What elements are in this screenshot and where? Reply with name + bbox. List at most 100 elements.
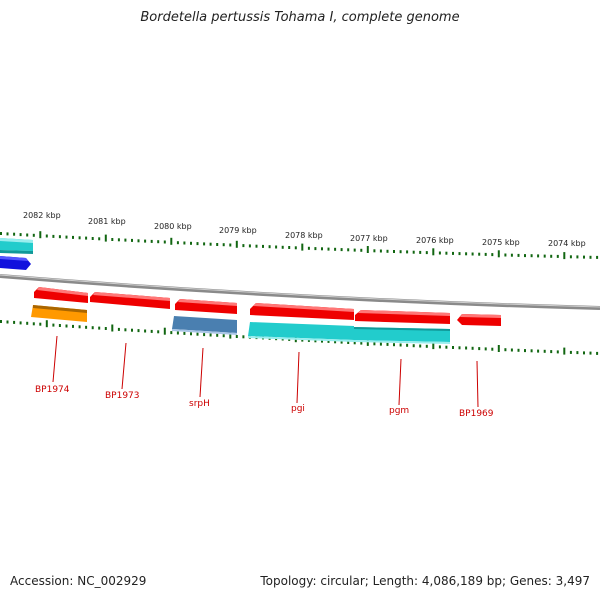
- scale-label-2080: 2080 kbp: [154, 222, 192, 231]
- scale-label-2082: 2082 kbp: [23, 211, 61, 220]
- upper-minor-tick: [360, 248, 363, 252]
- upper-minor-tick: [530, 254, 533, 258]
- lower-minor-tick: [484, 347, 487, 351]
- lower-minor-tick: [98, 326, 101, 330]
- gene-pgi-arrow[interactable]: [250, 303, 354, 320]
- lower-minor-tick: [419, 344, 422, 348]
- lower-minor-tick: [203, 333, 206, 337]
- accession-text: Accession: NC_002929: [10, 574, 147, 588]
- lower-minor-tick: [510, 348, 513, 352]
- lower-minor-tick: [19, 321, 22, 325]
- upper-minor-tick: [196, 242, 199, 246]
- upper-minor-tick: [111, 238, 114, 241]
- upper-minor-tick: [262, 244, 264, 248]
- lower-minor-tick: [596, 351, 599, 355]
- gene-srph-arrow[interactable]: [175, 299, 237, 314]
- scale-label-2078: 2078 kbp: [285, 231, 323, 240]
- upper-minor-tick: [327, 247, 330, 251]
- upper-minor-tick: [340, 248, 343, 252]
- upper-minor-tick: [589, 255, 592, 259]
- gene-pgm-arrow[interactable]: [355, 310, 450, 324]
- upper-minor-tick: [445, 251, 448, 255]
- lower-minor-tick: [504, 348, 507, 352]
- upper-minor-tick: [72, 235, 74, 239]
- lower-minor-tick: [360, 341, 363, 345]
- upper-minor-tick: [0, 232, 2, 235]
- lower-minor-tick: [144, 329, 147, 333]
- upper-minor-tick: [517, 253, 520, 257]
- upper-minor-tick: [334, 247, 337, 251]
- upper-minor-tick: [137, 239, 140, 243]
- upper-minor-tick: [583, 255, 585, 259]
- feature-orange-bp1974[interactable]: [31, 305, 87, 322]
- upper-minor-tick: [569, 255, 572, 259]
- upper-minor-tick: [471, 252, 474, 256]
- lower-minor-tick: [465, 346, 468, 350]
- lower-minor-tick: [314, 339, 317, 343]
- lower-minor-tick: [183, 331, 186, 335]
- lower-major-tick: [163, 327, 166, 335]
- gene-bp1974-arrow[interactable]: [34, 287, 88, 303]
- upper-minor-tick: [550, 254, 553, 258]
- gene-label-srph: srpH: [189, 399, 210, 409]
- lower-minor-tick: [157, 330, 160, 334]
- upper-minor-tick: [353, 248, 356, 252]
- lower-minor-tick: [576, 351, 579, 355]
- lower-minor-tick: [85, 325, 88, 329]
- upper-minor-tick: [183, 241, 186, 245]
- lower-minor-tick: [347, 341, 350, 344]
- upper-minor-tick: [399, 250, 402, 254]
- lower-minor-tick: [478, 347, 481, 351]
- lower-minor-tick: [517, 348, 520, 352]
- upper-minor-tick: [19, 233, 22, 237]
- lower-minor-tick: [412, 344, 415, 348]
- lower-minor-tick: [386, 342, 389, 346]
- lower-minor-tick: [379, 342, 382, 346]
- upper-minor-tick: [203, 242, 206, 246]
- gene-blue-upper[interactable]: [0, 256, 31, 270]
- lower-minor-tick: [524, 349, 526, 353]
- upper-minor-tick: [596, 255, 599, 259]
- gene-bp1969-arrow[interactable]: [457, 314, 501, 326]
- upper-minor-tick: [131, 238, 133, 242]
- lower-minor-tick: [471, 346, 474, 350]
- lower-minor-tick: [327, 339, 330, 343]
- upper-minor-tick: [510, 253, 513, 257]
- gene-cyan-upper[interactable]: [0, 238, 33, 254]
- upper-minor-tick: [216, 243, 219, 246]
- lower-minor-tick: [52, 323, 55, 327]
- lower-major-tick: [366, 338, 369, 346]
- feature-cyan-pgi[interactable]: [248, 322, 354, 342]
- lower-minor-tick: [445, 345, 448, 349]
- lower-minor-tick: [458, 346, 461, 350]
- lower-minor-tick: [91, 326, 94, 330]
- lower-minor-tick: [583, 351, 585, 355]
- lower-minor-tick: [235, 335, 238, 338]
- lower-minor-tick: [222, 334, 225, 338]
- upper-major-tick: [235, 240, 238, 248]
- upper-minor-tick: [222, 243, 225, 247]
- lower-minor-tick: [209, 333, 212, 337]
- upper-minor-tick: [255, 244, 258, 248]
- lower-major-tick: [432, 342, 435, 350]
- upper-minor-tick: [32, 233, 35, 237]
- feature-steel-srph[interactable]: [172, 316, 237, 335]
- upper-minor-tick: [150, 239, 153, 243]
- feature-cyan-pgm[interactable]: [354, 327, 450, 344]
- upper-minor-tick: [91, 237, 94, 240]
- upper-minor-tick: [504, 253, 507, 257]
- upper-minor-tick: [393, 250, 395, 253]
- lower-major-tick: [563, 347, 566, 355]
- lower-minor-tick: [190, 332, 192, 336]
- lower-minor-tick: [176, 331, 179, 335]
- upper-minor-tick: [524, 254, 526, 258]
- scale-label-2081: 2081 kbp: [88, 217, 126, 226]
- genome-title: Bordetella pertussis Tohama I, complete …: [140, 10, 460, 25]
- upper-minor-tick: [465, 252, 468, 256]
- scale-label-2074: 2074 kbp: [548, 239, 586, 248]
- upper-minor-tick: [406, 250, 409, 254]
- genome-backbone: [0, 274, 600, 310]
- lower-minor-tick: [491, 347, 494, 351]
- upper-minor-tick: [294, 246, 297, 250]
- gene-bp1973-arrow[interactable]: [90, 292, 170, 309]
